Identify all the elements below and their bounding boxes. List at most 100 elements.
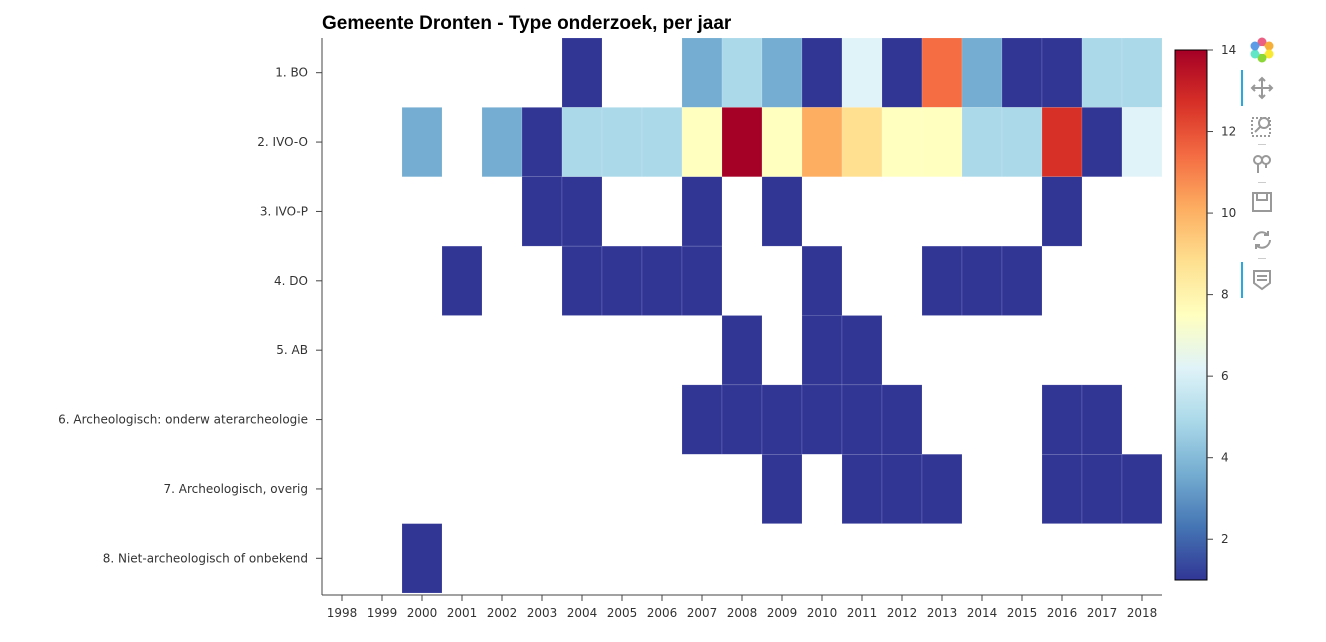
x-tick-label: 2005	[607, 606, 638, 620]
heatmap-cell	[1001, 107, 1043, 177]
heatmap-cell	[641, 107, 683, 177]
heatmap-cell	[1081, 107, 1123, 177]
heatmap-cell	[481, 107, 523, 177]
heatmap-cell	[761, 37, 803, 108]
heatmap-cell	[561, 107, 603, 177]
heatmap-cell	[441, 245, 483, 316]
toolbar-separator	[1258, 258, 1266, 259]
heatmap-cell	[721, 384, 763, 455]
bokeh-logo-icon[interactable]	[1248, 36, 1276, 64]
heatmap-cell	[881, 107, 923, 177]
heatmap-cell	[681, 107, 723, 177]
y-tick-label: 4. DO	[274, 274, 308, 288]
x-tick-label: 2004	[567, 606, 598, 620]
hover-icon[interactable]	[1248, 266, 1276, 294]
x-tick-label: 2008	[727, 606, 758, 620]
save-icon[interactable]	[1248, 188, 1276, 216]
x-tick-label: 2017	[1087, 606, 1118, 620]
heatmap-cell	[1121, 454, 1163, 524]
x-tick-label: 2012	[887, 606, 918, 620]
heatmap-cell	[961, 245, 1003, 316]
y-tick-label: 2. IVO-O	[257, 135, 308, 149]
plot-toolbar	[1238, 30, 1288, 320]
heatmap-cell	[721, 107, 763, 177]
x-tick-label: 2014	[967, 606, 998, 620]
heatmap-cell	[841, 37, 883, 108]
heatmap-cell	[681, 37, 723, 108]
heatmap-cell	[641, 245, 683, 316]
x-tick-label: 2010	[807, 606, 838, 620]
x-tick-label: 1999	[367, 606, 398, 620]
heatmap-cell	[761, 176, 803, 247]
heatmap-cells	[401, 37, 1163, 594]
heatmap-cell	[1041, 454, 1083, 524]
heatmap-cell	[921, 454, 963, 524]
heatmap-cell	[921, 107, 963, 177]
x-tick-label: 2015	[1007, 606, 1038, 620]
heatmap-cell	[921, 37, 963, 108]
heatmap-cell	[841, 384, 883, 455]
heatmap-cell	[1041, 37, 1083, 108]
heatmap-cell	[681, 384, 723, 455]
box-zoom-icon[interactable]	[1248, 112, 1276, 140]
heatmap-cell	[1041, 107, 1083, 177]
heatmap-cell	[1041, 384, 1083, 455]
colorbar: 2 4 6 8 10 12 14	[1174, 43, 1236, 581]
toolbar-separator	[1258, 182, 1266, 183]
heatmap-cell	[801, 37, 843, 108]
heatmap-cell	[561, 37, 603, 108]
heatmap-cell	[881, 384, 923, 455]
y-tick-label: 7. Archeologisch, overig	[164, 482, 309, 496]
hover-active-indicator	[1241, 262, 1243, 298]
heatmap-cell	[1081, 454, 1123, 524]
heatmap-cell	[841, 454, 883, 524]
reset-icon[interactable]	[1248, 226, 1276, 254]
x-tick-label: 2007	[687, 606, 718, 620]
heatmap-cell	[801, 384, 843, 455]
heatmap-cell	[881, 37, 923, 108]
heatmap-cell	[761, 454, 803, 524]
heatmap-cell	[601, 107, 643, 177]
colorbar-tick-label: 12	[1221, 125, 1236, 139]
heatmap-cell	[721, 37, 763, 108]
x-tick-label: 2009	[767, 606, 798, 620]
heatmap-cell	[961, 37, 1003, 108]
colorbar-tick-label: 8	[1221, 288, 1229, 302]
x-axis: 1998 1999 2000 2001 2002 2003 2004 2005 2006 2007…	[322, 594, 1162, 620]
x-tick-label: 2006	[647, 606, 678, 620]
chart-title: Gemeente Dronten - Type onderzoek, per j…	[322, 13, 732, 34]
heatmap-cell	[841, 107, 883, 177]
y-axis: 1. BO 2. IVO-O 3. IVO-P 4. DO 5. AB 6. Archeo…	[58, 38, 323, 595]
y-tick-label: 3. IVO-P	[260, 204, 308, 218]
heatmap-cell	[521, 107, 563, 177]
colorbar-tick-label: 6	[1221, 369, 1229, 383]
heatmap-cell	[1001, 37, 1043, 108]
x-tick-label: 2011	[847, 606, 878, 620]
colorbar-tick-label: 10	[1221, 206, 1236, 220]
y-tick-label: 5. AB	[276, 343, 308, 357]
wheel-zoom-icon[interactable]	[1248, 150, 1276, 178]
heatmap-cell	[1121, 37, 1163, 108]
y-tick-label: 1. BO	[275, 66, 308, 80]
heatmap-cell	[801, 107, 843, 177]
y-tick-label: 8. Niet-archeologisch of onbekend	[103, 551, 308, 565]
heatmap-cell	[1121, 107, 1163, 177]
x-tick-label: 2013	[927, 606, 958, 620]
x-tick-label: 2000	[407, 606, 438, 620]
heatmap-cell	[521, 176, 563, 247]
heatmap-cell	[681, 245, 723, 316]
heatmap-cell	[601, 245, 643, 316]
pan-icon[interactable]	[1248, 74, 1276, 102]
colorbar-tick-label: 4	[1221, 451, 1229, 465]
x-tick-label: 1998	[327, 606, 358, 620]
heatmap-cell	[561, 176, 603, 247]
x-tick-label: 2016	[1047, 606, 1078, 620]
heatmap-cell	[761, 107, 803, 177]
x-tick-label: 2002	[487, 606, 518, 620]
pan-active-indicator	[1241, 70, 1243, 106]
heatmap-cell	[881, 454, 923, 524]
heatmap-cell	[801, 245, 843, 316]
x-tick-label: 2001	[447, 606, 478, 620]
heatmap-cell	[681, 176, 723, 247]
